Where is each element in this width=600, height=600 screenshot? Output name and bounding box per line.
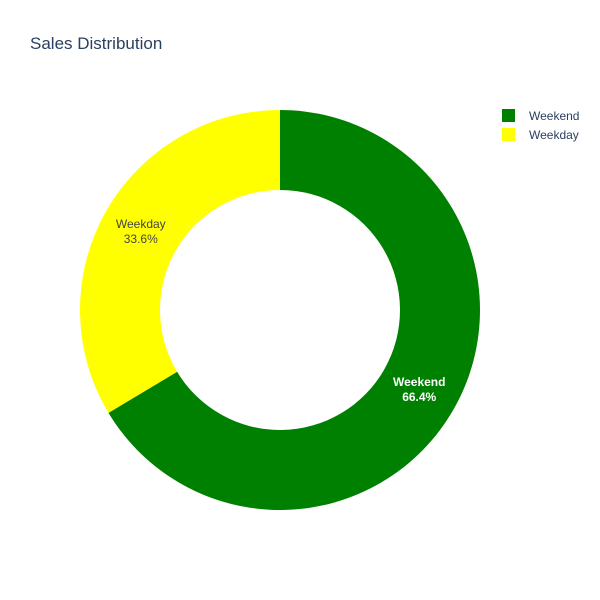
slice-label-weekday: Weekday 33.6% <box>116 217 166 246</box>
slice-name: Weekday <box>116 217 166 231</box>
slice-label-weekend: Weekend 66.4% <box>393 375 445 404</box>
slice-weekday[interactable] <box>79 109 281 413</box>
legend-swatch-weekday <box>502 128 515 141</box>
legend-swatch-weekend <box>502 109 515 122</box>
legend-label-weekday: Weekday <box>529 127 579 142</box>
legend[interactable]: Weekend Weekday <box>500 106 598 144</box>
legend-item-weekday[interactable]: Weekday <box>500 125 598 144</box>
slice-name: Weekend <box>393 375 445 389</box>
slice-percent: 33.6% <box>124 232 158 246</box>
slice-percent: 66.4% <box>402 390 436 404</box>
legend-item-weekend[interactable]: Weekend <box>500 106 598 125</box>
slice-weekend[interactable] <box>108 110 480 511</box>
legend-label-weekend: Weekend <box>529 108 580 123</box>
chart-title: Sales Distribution <box>30 34 163 53</box>
